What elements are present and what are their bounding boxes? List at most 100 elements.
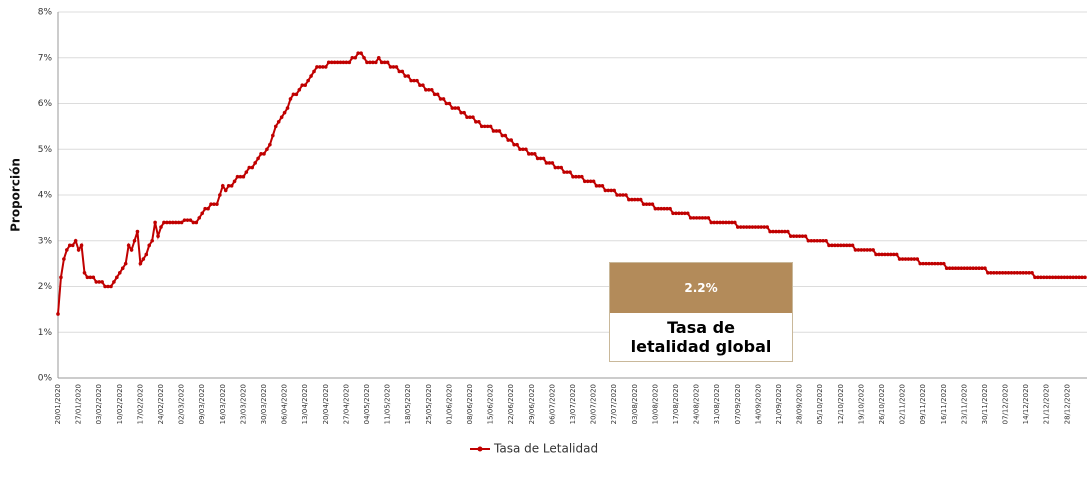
data-point — [126, 243, 131, 248]
data-point — [783, 229, 787, 234]
x-tick-label: 16/03/2020 — [219, 384, 227, 424]
annotation-text: Tasa de letalidad global — [630, 318, 772, 356]
data-point — [268, 142, 272, 147]
data-point — [365, 60, 369, 65]
data-point — [632, 197, 637, 202]
data-point — [582, 179, 587, 184]
data-point — [191, 220, 196, 225]
data-point — [117, 270, 122, 275]
x-tick-label: 22/06/2020 — [507, 384, 515, 424]
x-tick-label: 04/05/2020 — [363, 384, 371, 424]
data-point — [941, 261, 946, 266]
data-point — [1050, 275, 1055, 280]
data-point — [67, 243, 72, 248]
data-point — [459, 110, 463, 115]
y-axis-label: Proporción — [9, 158, 23, 232]
data-point — [153, 220, 157, 225]
data-point — [453, 106, 458, 110]
data-point — [1042, 275, 1046, 280]
data-point — [730, 220, 734, 225]
y-tick-label: 2% — [38, 282, 53, 292]
data-point — [697, 216, 702, 220]
data-point — [394, 65, 399, 69]
data-point — [488, 124, 493, 129]
data-point — [1068, 275, 1073, 280]
data-point — [550, 161, 555, 165]
data-point — [288, 97, 293, 101]
data-point — [1053, 275, 1058, 280]
data-point — [733, 220, 737, 225]
data-point — [541, 156, 546, 161]
data-point — [694, 216, 699, 220]
data-point — [265, 147, 269, 152]
data-point — [968, 266, 973, 271]
data-point — [103, 284, 107, 289]
data-point — [491, 129, 496, 133]
y-tick-label: 4% — [38, 191, 53, 201]
data-point — [70, 243, 75, 248]
data-point — [253, 161, 257, 165]
data-point — [862, 248, 867, 252]
data-point — [900, 257, 905, 261]
data-point — [450, 106, 455, 110]
data-point — [659, 206, 664, 211]
data-point — [812, 238, 817, 243]
data-point — [144, 252, 149, 257]
data-point — [853, 248, 858, 252]
data-point — [950, 266, 955, 271]
data-point — [641, 202, 646, 206]
data-point — [388, 65, 393, 69]
data-point — [200, 211, 204, 216]
y-tick-label: 6% — [38, 99, 53, 109]
x-tick-label: 27/04/2020 — [342, 384, 350, 424]
data-point — [986, 270, 990, 275]
data-point — [818, 238, 822, 243]
data-point — [444, 101, 449, 106]
data-point — [777, 229, 781, 234]
annotation: 2.2% Tasa de letalidad global — [609, 262, 793, 362]
data-point — [553, 165, 558, 170]
data-point — [806, 238, 811, 243]
data-point — [150, 238, 154, 243]
data-point — [897, 257, 902, 261]
data-point — [97, 280, 101, 284]
x-tick-label: 31/08/2020 — [713, 384, 721, 424]
data-point — [250, 165, 255, 170]
data-point — [606, 188, 611, 193]
data-point — [921, 261, 925, 266]
data-point — [106, 284, 110, 289]
data-point — [927, 261, 931, 266]
data-point — [432, 92, 437, 97]
x-tick-label: 27/01/2020 — [75, 384, 83, 424]
data-point — [259, 152, 263, 156]
data-point — [73, 238, 78, 243]
data-point — [841, 243, 846, 248]
data-point — [209, 202, 213, 206]
data-point — [956, 266, 961, 271]
y-tick-label: 3% — [38, 236, 53, 246]
data-point — [612, 188, 616, 193]
data-point — [977, 266, 981, 271]
data-point — [691, 216, 696, 220]
data-point — [824, 238, 828, 243]
x-tick-label: 25/05/2020 — [425, 384, 433, 424]
data-point — [129, 248, 134, 252]
data-point — [865, 248, 870, 252]
data-point — [891, 252, 896, 257]
data-point — [753, 225, 758, 229]
data-point — [424, 87, 428, 92]
data-point — [991, 270, 996, 275]
x-tick-label: 10/02/2020 — [116, 384, 124, 424]
data-point — [815, 238, 820, 243]
data-point — [318, 65, 322, 69]
data-point — [903, 257, 908, 261]
data-point — [447, 101, 452, 106]
data-point — [759, 225, 764, 229]
data-point — [162, 220, 166, 225]
data-point — [1015, 270, 1020, 275]
x-tick-label: 03/08/2020 — [631, 384, 639, 424]
x-tick-label: 19/10/2020 — [857, 384, 865, 424]
data-point — [435, 92, 440, 97]
data-point — [1027, 270, 1031, 275]
data-point — [953, 266, 958, 271]
